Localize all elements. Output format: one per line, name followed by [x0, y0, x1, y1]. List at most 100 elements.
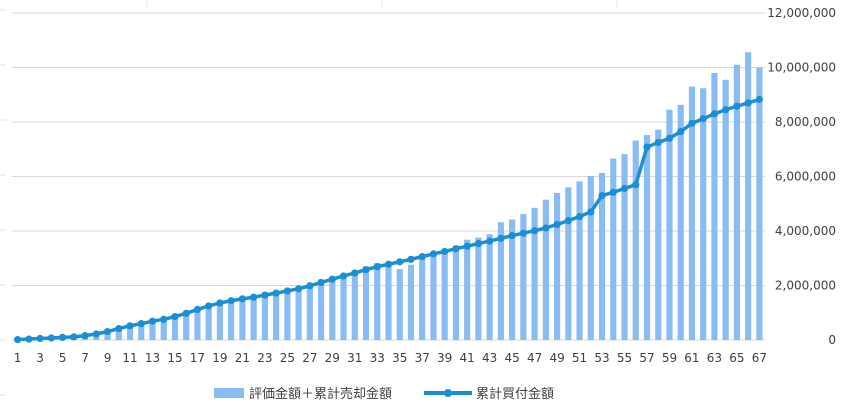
line-point [486, 237, 494, 245]
bar [284, 291, 291, 340]
bar [171, 317, 179, 340]
line-point [36, 334, 44, 343]
bar [407, 264, 415, 340]
x-tick-label: 35 [392, 351, 407, 365]
bar [655, 129, 662, 340]
x-tick-label: 57 [639, 351, 654, 365]
x-tick-label: 7 [81, 351, 89, 365]
bar [464, 239, 471, 340]
line-point [148, 317, 157, 325]
x-tick-label: 53 [594, 351, 609, 365]
line-point [531, 227, 539, 235]
x-tick-label: 1 [14, 351, 22, 365]
line-point [14, 335, 22, 344]
line-point [429, 250, 438, 258]
x-tick-label: 37 [415, 351, 430, 365]
bar [666, 109, 673, 340]
bar [385, 264, 392, 340]
bar [452, 245, 460, 340]
bar [756, 67, 763, 340]
line-point [339, 272, 348, 280]
bar [317, 279, 325, 340]
y-axis-labels: 0 2,000,000 4,000,000 6,000,000 8,000,000 10,… [767, 6, 836, 347]
y-tick-label: 0 [828, 333, 836, 347]
x-tick-label: 31 [347, 351, 362, 365]
legend-line-marker [444, 389, 452, 397]
y-tick-label: 12,000,000 [767, 6, 836, 20]
x-tick-label: 25 [280, 351, 295, 365]
line-point [171, 312, 179, 321]
line-point [261, 291, 269, 299]
x-tick-label: 15 [167, 351, 182, 365]
line-point [227, 297, 235, 305]
bar [374, 263, 381, 340]
line-point [384, 260, 393, 268]
line-point [553, 220, 561, 229]
line-point [744, 99, 752, 107]
x-tick-label: 65 [729, 351, 744, 365]
bar [587, 175, 594, 340]
line-point [474, 239, 483, 248]
line-point [609, 188, 617, 196]
bar [104, 332, 111, 340]
spreadsheet-gridlines [0, 0, 618, 396]
line-point [250, 293, 258, 301]
bar [419, 256, 426, 340]
bar [497, 222, 504, 340]
line-point [328, 275, 336, 283]
bar [520, 214, 527, 340]
y-tick-label: 2,000,000 [775, 279, 836, 293]
bar [688, 86, 696, 340]
bar [228, 302, 235, 340]
y-tick-label: 4,000,000 [775, 224, 836, 238]
bar [722, 79, 729, 340]
x-tick-label: 63 [707, 351, 722, 365]
x-tick-label: 61 [684, 351, 699, 365]
line-point [441, 247, 449, 256]
y-tick-label: 10,000,000 [767, 61, 836, 75]
x-axis-labels: 1 3 5 7 9 11 13 15 17 19 21 23 25 27 29 31 33 35 37 39 41 43 4… [14, 351, 767, 365]
bar [700, 88, 707, 341]
line-point [643, 143, 651, 151]
bar [475, 237, 482, 340]
line-point [70, 333, 78, 341]
legend: 評価金額＋累計売却金額 累計買付金額 [214, 386, 554, 402]
line-point [25, 335, 33, 343]
line-point [519, 229, 527, 237]
y-tick-label: 6,000,000 [775, 170, 836, 184]
bar [273, 294, 280, 340]
line-point [598, 191, 606, 200]
bar [430, 252, 437, 340]
bar [239, 301, 246, 340]
line-point [81, 332, 89, 340]
bar [183, 314, 190, 340]
bar [216, 305, 224, 340]
x-tick-label: 13 [145, 351, 160, 365]
x-tick-label: 49 [549, 351, 564, 365]
line-point [699, 115, 707, 123]
bar [351, 270, 358, 340]
bar [205, 308, 212, 340]
x-tick-label: 33 [370, 351, 385, 365]
x-tick-label: 11 [122, 351, 137, 365]
line-point [193, 305, 202, 314]
line-point [103, 327, 112, 336]
line-point [160, 315, 168, 323]
line-point [272, 289, 280, 297]
bar [576, 181, 583, 340]
y-tick-label: 8,000,000 [775, 115, 836, 129]
x-tick-label: 9 [104, 351, 112, 365]
legend-bar-label: 評価金額＋累計売却金額 [249, 386, 392, 402]
x-tick-label: 23 [257, 351, 272, 365]
legend-line-label: 累計買付金額 [476, 386, 554, 402]
line-point [463, 242, 471, 250]
bar [745, 52, 752, 341]
x-tick-label: 39 [437, 351, 452, 365]
bar [295, 287, 302, 340]
bar [486, 234, 493, 340]
x-tick-label: 27 [302, 351, 317, 365]
line-point [452, 245, 460, 253]
line-series [14, 95, 763, 344]
line-point [115, 324, 123, 333]
